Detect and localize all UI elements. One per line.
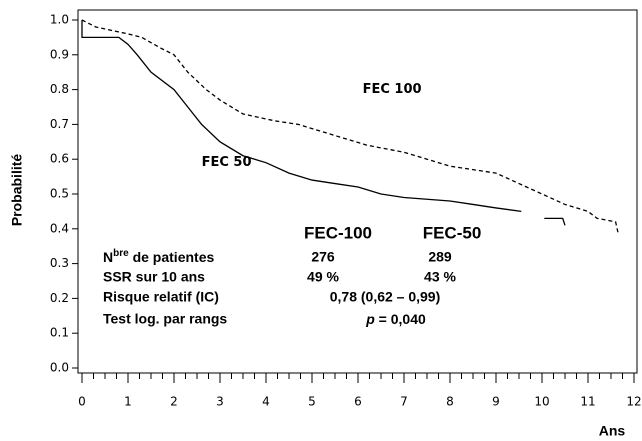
y-tick-label: 0.8 — [50, 82, 69, 96]
y-tick-label: 0.4 — [50, 221, 69, 235]
x-tick-label: 11 — [580, 395, 595, 409]
y-axis-label: Probabilité — [9, 154, 25, 227]
y-tick-label: 0.1 — [50, 326, 69, 340]
x-tick-label: 7 — [400, 395, 408, 409]
y-tick-label: 1.0 — [50, 13, 69, 27]
curve-label: FEC 50 — [202, 155, 252, 170]
x-axis-label: Ans — [599, 423, 626, 439]
y-tick-label: 0.0 — [50, 361, 69, 375]
p-value: = 0,040 — [375, 311, 426, 327]
x-tick-label: 4 — [262, 395, 270, 409]
table-cell: 0,78 (0,62 – 0,99) — [330, 289, 441, 305]
x-tick-label: 0 — [78, 395, 86, 409]
curve-label: FEC 100 — [363, 82, 422, 97]
y-tick-label: 0.2 — [50, 291, 69, 305]
p-symbol: p — [365, 311, 375, 327]
y-tick-label: 0.3 — [50, 256, 69, 270]
row-label: Risque relatif (IC) — [103, 289, 219, 305]
table-cell: 289 — [428, 249, 452, 265]
x-tick-label: 8 — [446, 395, 454, 409]
y-tick-label: 0.9 — [50, 47, 69, 61]
y-tick-label: 0.6 — [50, 152, 69, 166]
x-tick-label: 2 — [170, 395, 178, 409]
x-tick-label: 5 — [308, 395, 316, 409]
table-header: FEC-100 — [304, 223, 372, 242]
x-tick-label: 6 — [354, 395, 362, 409]
table-cell: 49 % — [307, 269, 339, 285]
x-tick-label: 3 — [216, 395, 224, 409]
y-tick-label: 0.5 — [50, 187, 69, 201]
row-label: Test log. par rangs — [103, 311, 227, 327]
row-label-part: de patientes — [129, 249, 215, 265]
x-tick-label: 1 — [124, 395, 132, 409]
table-header: FEC-50 — [423, 223, 482, 242]
survival-curve — [81, 20, 566, 226]
table-cell: p = 0,040 — [365, 311, 426, 327]
table-cell: 43 % — [424, 269, 456, 285]
row-label: SSR sur 10 ans — [103, 269, 205, 285]
x-tick-label: 9 — [492, 395, 500, 409]
row-label: Nbre de patientes — [103, 248, 214, 265]
survival-curve — [81, 19, 619, 233]
table-cell: 276 — [311, 249, 335, 265]
x-tick-label: 10 — [534, 395, 549, 409]
row-label-part: N — [103, 249, 113, 265]
y-tick-label: 0.7 — [50, 117, 69, 131]
row-label-sup: bre — [113, 248, 129, 259]
x-tick-label: 12 — [626, 395, 641, 409]
